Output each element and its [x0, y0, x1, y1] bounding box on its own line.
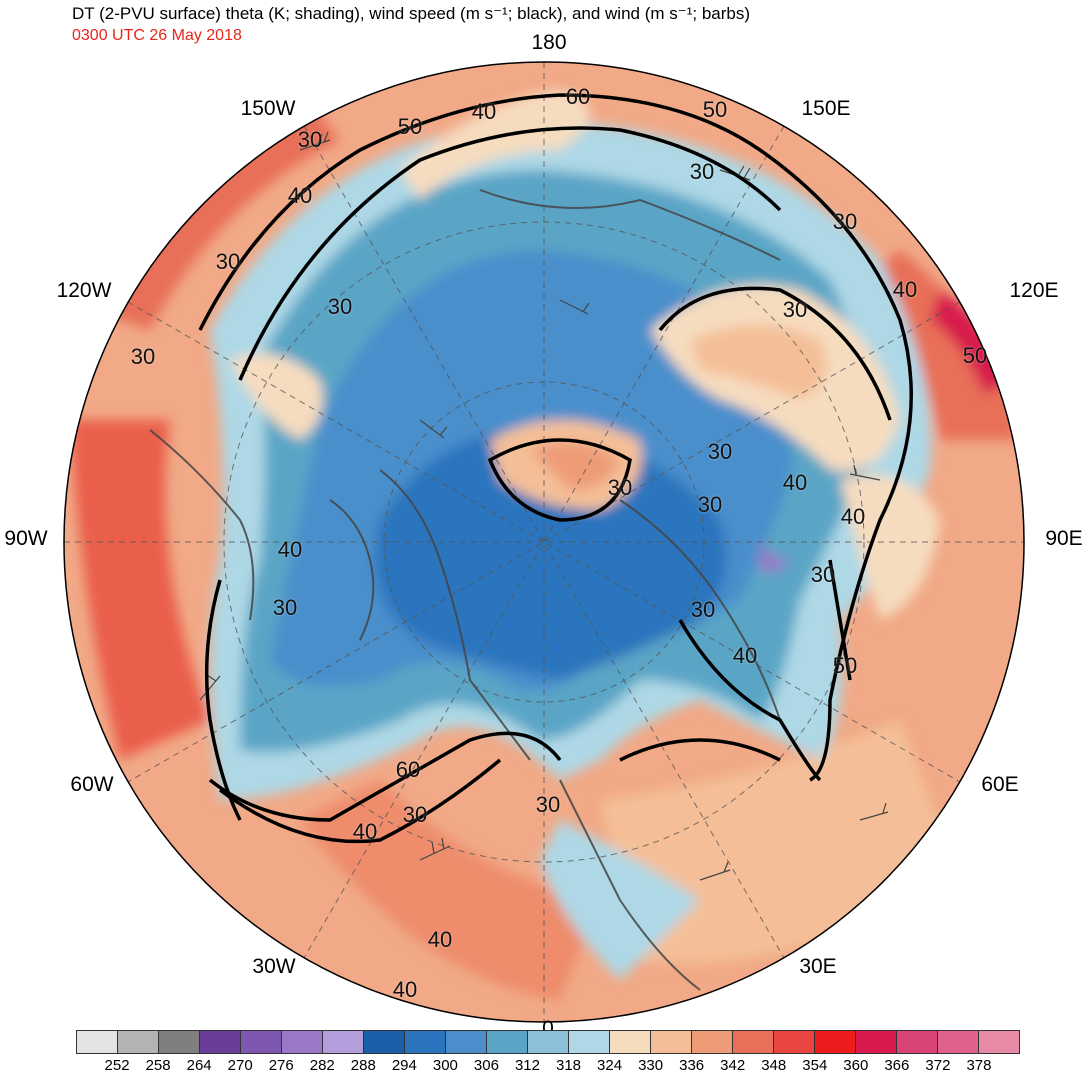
contour-label: 40 [892, 277, 918, 302]
contour-label: 50 [832, 653, 858, 678]
colorbar-swatch [897, 1031, 938, 1053]
colorbar-swatch [323, 1031, 364, 1053]
contour-label: 30 [535, 792, 561, 817]
contour-label: 30 [272, 595, 298, 620]
colorbar-tick-labels: 252 258 264 270 276 282 288 294 300 306 312 318 324 3… [76, 1057, 1020, 1075]
colorbar-tick-label: 264 [186, 1057, 212, 1074]
contour-label: 40 [782, 470, 808, 495]
colorbar-tick-label: 258 [145, 1057, 171, 1074]
colorbar-tick-label: 336 [679, 1057, 705, 1074]
colorbar-swatch [118, 1031, 159, 1053]
colorbar-swatch [938, 1031, 979, 1053]
contour-label: 50 [702, 97, 728, 122]
contour-label: 50 [962, 343, 988, 368]
colorbar-swatch [200, 1031, 241, 1053]
colorbar-swatch [77, 1031, 118, 1053]
colorbar-tick-label: 312 [514, 1057, 540, 1074]
longitude-label-90w: 90W [4, 527, 48, 550]
colorbar-swatch [159, 1031, 200, 1053]
colorbar-tick-label: 282 [309, 1057, 335, 1074]
map-title: DT (2-PVU surface) theta (K; shading), w… [72, 4, 751, 23]
contour-label: 60 [395, 757, 421, 782]
colorbar-swatch [774, 1031, 815, 1053]
contour-label: 30 [810, 562, 836, 587]
contour-label: 30 [607, 475, 633, 500]
contour-label: 30 [697, 492, 723, 517]
colorbar-tick-label: 330 [638, 1057, 664, 1074]
colorbar-tick-label: 372 [925, 1057, 951, 1074]
colorbar-tick-label: 378 [966, 1057, 992, 1074]
colorbar-swatch [241, 1031, 282, 1053]
theta-shading [64, 62, 1024, 1022]
contour-label: 30 [782, 297, 808, 322]
contour-label: 30 [327, 294, 353, 319]
contour-label: 40 [352, 819, 378, 844]
contour-label: 40 [840, 504, 866, 529]
longitude-label-150w: 150W [240, 97, 296, 120]
longitude-label-30e: 30E [799, 955, 837, 978]
colorbar-swatch [569, 1031, 610, 1053]
contour-label: 30 [832, 209, 858, 234]
colorbar-tick-label: 306 [473, 1057, 499, 1074]
colorbar-swatch [815, 1031, 856, 1053]
contour-label: 40 [287, 183, 313, 208]
colorbar-tick-label: 276 [268, 1057, 294, 1074]
colorbar-tick-label: 318 [556, 1057, 582, 1074]
longitude-label-120w: 120W [56, 279, 112, 302]
colorbar-swatch [446, 1031, 487, 1053]
contour-label: 40 [732, 643, 758, 668]
contour-label: 40 [392, 977, 418, 1002]
colorbar-swatch [487, 1031, 528, 1053]
colorbar-tick-label: 348 [761, 1057, 787, 1074]
colorbar-tick-label: 342 [720, 1057, 746, 1074]
colorbar-tick-label: 366 [884, 1057, 910, 1074]
colorbar-tick-label: 324 [597, 1057, 623, 1074]
longitude-label-180: 180 [531, 31, 567, 54]
map-valid-time: 0300 UTC 26 May 2018 [72, 27, 242, 44]
contour-label: 30 [707, 439, 733, 464]
colorbar-swatch [979, 1031, 1019, 1053]
colorbar-swatch [856, 1031, 897, 1053]
colorbar-tick-label: 360 [843, 1057, 869, 1074]
colorbar-swatch [364, 1031, 405, 1053]
colorbar-swatch [282, 1031, 323, 1053]
map-boundary [63, 61, 1025, 1023]
longitude-label-90e: 90E [1045, 527, 1083, 550]
longitude-label-60e: 60E [981, 773, 1019, 796]
longitude-label-120e: 120E [1009, 279, 1059, 302]
contour-label: 30 [402, 802, 428, 827]
longitude-label-0: 0 [542, 1017, 554, 1040]
colorbar-tick-label: 270 [227, 1057, 253, 1074]
colorbar-tick-label: 300 [432, 1057, 458, 1074]
colorbar-tick-label: 354 [802, 1057, 828, 1074]
colorbar-swatch [692, 1031, 733, 1053]
colorbar-tick-label: 288 [350, 1057, 376, 1074]
colorbar-swatch [405, 1031, 446, 1053]
contour-label: 30 [215, 249, 241, 274]
contour-label: 30 [297, 127, 323, 152]
colorbar-swatch [610, 1031, 651, 1053]
colorbar-swatch [528, 1031, 569, 1053]
contour-label: 30 [130, 344, 156, 369]
contour-label: 30 [689, 159, 715, 184]
contour-label: 40 [427, 927, 453, 952]
colorbar-tick-label: 252 [104, 1057, 130, 1074]
contour-label: 30 [690, 597, 716, 622]
longitude-label-30w: 30W [252, 955, 296, 978]
contour-label: 40 [277, 537, 303, 562]
colorbar-swatch [651, 1031, 692, 1053]
theta-colorbar [76, 1030, 1020, 1054]
longitude-label-60w: 60W [70, 773, 114, 796]
colorbar-tick-label: 294 [391, 1057, 417, 1074]
colorbar-swatch [733, 1031, 774, 1053]
contour-label: 40 [471, 99, 497, 124]
longitude-label-150e: 150E [801, 97, 851, 120]
contour-label: 50 [397, 114, 423, 139]
contour-label: 60 [565, 84, 591, 109]
